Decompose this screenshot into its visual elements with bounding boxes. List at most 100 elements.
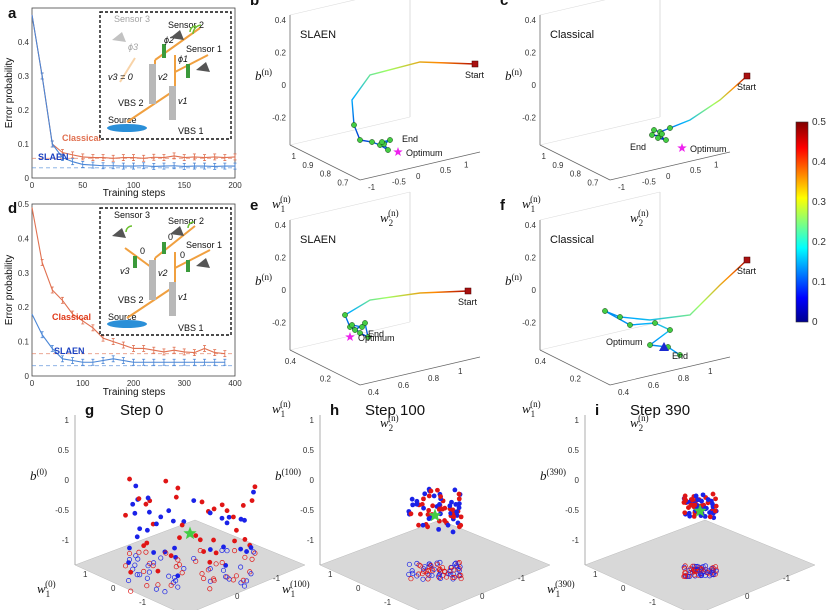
w1-axis-sub: 1 <box>291 589 296 599</box>
red-projection <box>240 577 246 583</box>
w1-tick-label: -1 <box>649 598 657 607</box>
b-axis-label: b(0) <box>30 467 47 483</box>
base-plane <box>584 519 816 610</box>
x-tick-label: 200 <box>127 379 141 388</box>
z-tick-label: 0.2 <box>275 49 287 58</box>
red-point <box>442 505 448 511</box>
w1-axis-sup: (n) <box>530 194 541 204</box>
blue-point <box>699 498 704 504</box>
blue-point <box>437 502 442 507</box>
red-projection <box>173 564 179 570</box>
w1-tick-label: 0.8 <box>570 170 582 179</box>
start-marker <box>471 60 479 68</box>
vbs1-icon <box>169 282 176 316</box>
inset-a-vbs2: VBS 2 <box>118 98 144 108</box>
red-point <box>458 514 464 520</box>
inset-d-v3: v3 <box>120 266 130 276</box>
blue-point <box>436 526 442 532</box>
red-projection <box>692 569 698 575</box>
panel-a-inset: Source VBS 2 VBS 1 v3 = 0 v2 v1 ϕ2 ϕ1 ϕ3… <box>99 11 232 140</box>
red-point <box>168 553 174 559</box>
blue-projection <box>421 566 427 572</box>
z-tick-label: -1 <box>572 536 580 545</box>
red-projection <box>451 567 457 573</box>
red-point <box>127 476 132 482</box>
w2-tick-label: 0 <box>235 592 240 601</box>
z-tick-label: 0.2 <box>275 254 287 263</box>
red-point <box>707 514 713 520</box>
red-projection <box>705 570 711 576</box>
colorbar-gradient <box>795 121 809 323</box>
red-point <box>692 502 698 508</box>
w2-axis-label: w2(n) <box>380 208 399 228</box>
end-label: End <box>672 351 688 361</box>
red-point <box>435 487 440 493</box>
blue-point <box>244 549 249 554</box>
blue-point <box>242 517 247 523</box>
colorbar-tick-label: 0.4 <box>812 157 826 168</box>
w1-axis-sub: 1 <box>531 204 536 214</box>
panel-a-axes-box <box>31 7 236 179</box>
trajectory-line <box>344 290 469 339</box>
z-tick-label: 0.4 <box>525 16 537 25</box>
w1-tick-label: 0.9 <box>552 161 564 170</box>
w1-axis-sup: (0) <box>45 579 56 589</box>
b-axis-label: b(n) <box>505 272 522 288</box>
panel-a-yticks: 0 0.1 0.2 0.3 0.4 <box>18 38 30 183</box>
red-point <box>136 496 142 502</box>
z-tick-label: -0.2 <box>522 319 536 328</box>
start-label: Start <box>458 297 478 307</box>
red-projection <box>219 560 225 566</box>
w1-tick-label: 1 <box>593 570 598 579</box>
red-projection <box>437 566 443 572</box>
end-label: End <box>402 134 418 144</box>
beam-line <box>126 285 176 319</box>
w1-axis-line <box>289 349 361 386</box>
panel-d-xlabel: Training steps <box>103 387 165 398</box>
optimum-label: Optimum <box>406 148 443 158</box>
blue-point <box>132 510 138 516</box>
optimum-marker <box>659 342 669 351</box>
red-point <box>456 491 462 497</box>
blue-point <box>409 496 415 502</box>
blue-point <box>145 495 151 501</box>
y-tick-label: 0.5 <box>18 200 30 209</box>
inset-d-v2: v2 <box>158 268 168 278</box>
source-icon <box>107 124 147 132</box>
w2-tick-label: 0.6 <box>398 381 410 390</box>
trajectory-marker <box>365 334 371 340</box>
z-tick-label: 0.5 <box>568 446 580 455</box>
panel-g-label: g <box>85 402 94 419</box>
blue-point <box>450 529 456 535</box>
w2-axis-sup: (n) <box>638 413 649 423</box>
blue-point <box>710 501 715 507</box>
blue-point <box>687 513 693 519</box>
red-point <box>419 502 425 507</box>
blue-projection <box>414 573 420 579</box>
trajectory-marker <box>663 137 669 143</box>
blue-projection <box>431 566 437 572</box>
blue-projection <box>162 589 168 595</box>
panel-i-label: i <box>595 402 599 419</box>
w1-axis-label: w1(n) <box>272 194 291 214</box>
red-point <box>234 527 239 533</box>
w1-tick-label: -1 <box>139 598 147 607</box>
z-tick-label: 1 <box>310 416 315 425</box>
trajectory-marker <box>617 314 623 320</box>
panel-c: c Classical b(n) 0.4 0.2 0 -0.2 1 0.9 0.8 0.7 -1 -0.… <box>500 0 757 228</box>
w1-tick-label: 0.8 <box>320 170 332 179</box>
trajectory-marker <box>357 330 363 336</box>
w2-tick-label: -1 <box>783 574 791 583</box>
red-point <box>213 550 219 556</box>
panel-d-yticks: 0 0.1 0.2 0.3 0.4 0.5 <box>18 200 30 381</box>
inset-a-sensor3: Sensor 3 <box>114 14 150 24</box>
w1-tick-label: 0.4 <box>285 357 297 366</box>
red-projection <box>213 561 219 567</box>
y-tick-label: 0.4 <box>18 234 30 243</box>
colorbar-tick-label: 0.1 <box>812 277 826 288</box>
red-point <box>242 537 248 542</box>
y-tick-label: 0.2 <box>18 303 30 312</box>
target-star-marker <box>183 526 197 540</box>
blue-projection <box>224 548 230 554</box>
